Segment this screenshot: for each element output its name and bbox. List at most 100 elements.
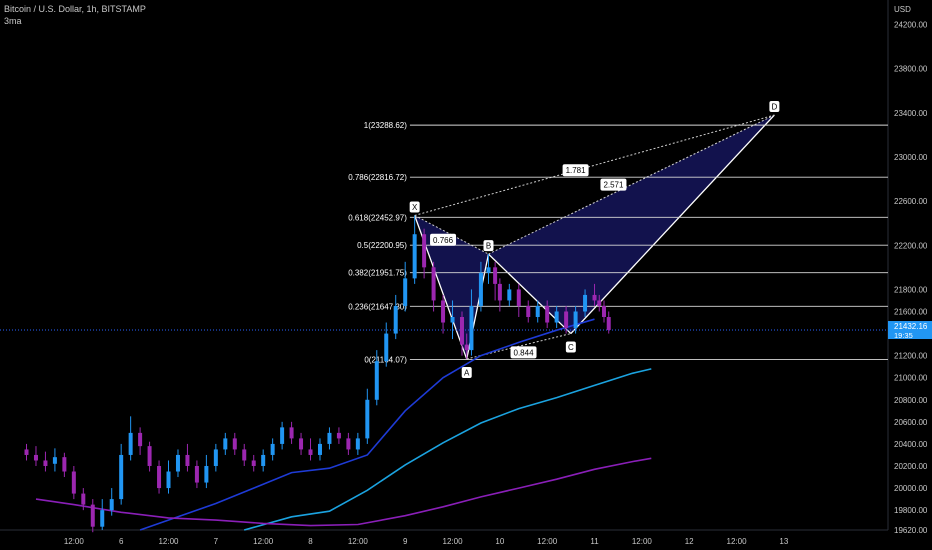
currency-label: USD: [894, 5, 911, 14]
fib-level-label: 0.236(21647.30): [348, 302, 407, 311]
price-tick-label: 21600.00: [894, 307, 928, 316]
pattern-leg-cd: [570, 114, 775, 335]
candle-body: [299, 438, 304, 450]
ma-line-3: [35, 457, 652, 527]
price-tick-label: 22600.00: [894, 197, 928, 206]
candle-body: [43, 460, 48, 466]
price-tick-label: 19800.00: [894, 506, 928, 515]
candle-body: [564, 311, 569, 329]
candle-body: [601, 305, 606, 318]
candle-body: [597, 300, 602, 306]
candle-body: [355, 438, 360, 450]
candle-body: [535, 305, 540, 318]
time-tick-label: 12:00: [158, 537, 179, 546]
candle-body: [478, 272, 483, 306]
candle-body: [62, 457, 67, 472]
price-tick-label: 19620.00: [894, 526, 928, 535]
candle-body: [100, 510, 105, 527]
candle-body: [138, 432, 143, 447]
ratio-badge: [510, 346, 537, 359]
price-tick-label: 24200.00: [894, 21, 928, 30]
ratio-label: 2.571: [603, 181, 624, 190]
candles: [24, 215, 611, 533]
fib-levels: 1(23288.62) 0.786(22816.72) 0.618(22452.97…: [0, 121, 888, 365]
candle-body: [33, 454, 38, 461]
fib-level-label: 1(23288.62): [364, 121, 407, 130]
candle-body: [147, 446, 152, 466]
price-tick-label: 23400.00: [894, 109, 928, 118]
last-price-countdown: 19:35: [894, 331, 913, 340]
price-tick-label: 20000.00: [894, 484, 928, 493]
candle-body: [280, 427, 285, 444]
candle-body: [242, 449, 247, 461]
candle-body: [261, 454, 266, 466]
candle-body: [422, 234, 427, 268]
price-axis[interactable]: USD 24200.00 23800.00 23400.00 23000.00 22600…: [888, 5, 932, 535]
ratio-badge: [562, 164, 589, 177]
pattern-point-label: C: [568, 343, 574, 352]
candle-body: [24, 449, 29, 455]
time-tick-label: 12:00: [727, 537, 748, 546]
price-tick-label: 22200.00: [894, 241, 928, 250]
pattern-point-badge: [461, 366, 472, 378]
candle-body: [194, 465, 199, 483]
time-tick-label: 11: [590, 537, 599, 546]
candle-body: [71, 471, 76, 494]
fib-level-label: 0.382(21951.75): [348, 269, 407, 278]
fib-level-label: 0.5(22200.95): [357, 241, 407, 250]
time-tick-label: 12:00: [632, 537, 653, 546]
fib-level-label: 0.618(22452.97): [348, 213, 407, 222]
candle-body: [606, 317, 611, 331]
moving-averages: [35, 318, 652, 531]
ratio-label: 1.781: [566, 166, 587, 175]
time-tick-label: 12:00: [64, 537, 85, 546]
indicator-label: 3ma: [4, 16, 22, 26]
candle-body: [545, 305, 550, 323]
pattern-point-label: A: [464, 368, 470, 377]
ratio-badge: [600, 178, 627, 191]
candle-body: [431, 267, 436, 301]
time-axis[interactable]: 12:00 6 12:00 7 12:00 8 12:00 9 12:00 10 12:00 11 12…: [64, 537, 789, 546]
candle-body: [128, 432, 133, 455]
time-tick-label: 10: [495, 537, 504, 546]
time-tick-label: 12:00: [253, 537, 274, 546]
grid: [0, 0, 889, 531]
harmonic-pattern: [414, 114, 775, 360]
time-tick-label: 12:00: [443, 537, 464, 546]
price-tick-label: 23000.00: [894, 153, 928, 162]
pattern-point-label: B: [486, 242, 491, 251]
time-tick-label: 12:00: [537, 537, 558, 546]
candle-body: [554, 311, 559, 323]
ma-line-1: [139, 318, 595, 531]
candle-body: [327, 432, 332, 444]
chart-header: Bitcoin / U.S. Dollar, 1h, BITSTAMP 3ma: [4, 3, 146, 27]
last-price-badge: [888, 321, 932, 340]
candle-body: [157, 465, 162, 489]
symbol-title: Bitcoin / U.S. Dollar, 1h, BITSTAMP: [4, 4, 146, 14]
candle-body: [175, 454, 180, 472]
pattern-point-badge: [769, 101, 780, 113]
ratio-badge: [430, 233, 457, 246]
price-tick-label: 20600.00: [894, 418, 928, 427]
pattern-labels: X A B C D 0.766 0.844 1.781 2.571: [409, 101, 780, 378]
price-tick-label: 21000.00: [894, 374, 928, 383]
price-tick-label: 21200.00: [894, 352, 928, 361]
pattern-point-label: X: [412, 203, 418, 212]
candle-body: [393, 305, 398, 334]
time-tick-label: 6: [119, 537, 124, 546]
candle-body: [213, 449, 218, 466]
candle-body: [592, 294, 597, 301]
time-tick-label: 12:00: [348, 537, 369, 546]
fib-level-label: 0.786(22816.72): [348, 173, 407, 182]
candle-body: [289, 427, 294, 439]
pattern-point-badge: [483, 240, 494, 252]
candle-body: [232, 438, 237, 450]
last-price-value: 21432.16: [894, 322, 928, 331]
pattern-point-label: D: [772, 103, 778, 112]
time-tick-label: 7: [214, 537, 219, 546]
time-tick-label: 9: [403, 537, 408, 546]
candle-body: [185, 454, 190, 466]
candle-body: [270, 443, 275, 455]
price-tick-label: 21800.00: [894, 285, 928, 294]
